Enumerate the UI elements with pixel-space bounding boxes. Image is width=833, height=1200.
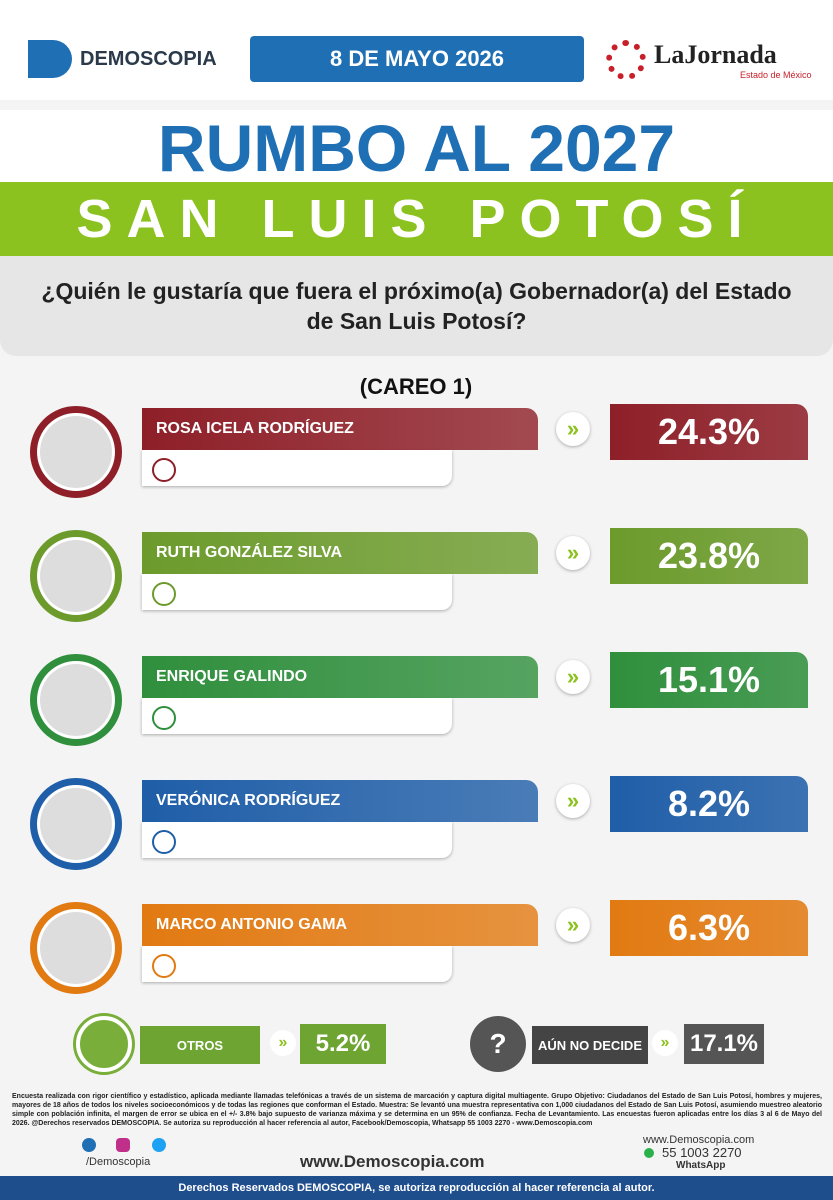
chevron: » xyxy=(270,1030,296,1056)
name-bar: RUTH GONZÁLEZ SILVA xyxy=(142,532,538,574)
chevron: » xyxy=(652,1030,678,1056)
whatsapp-icon xyxy=(644,1148,654,1158)
party-logo xyxy=(152,582,176,606)
question: ¿Quién le gustaría que fuera el próximo(… xyxy=(0,256,833,356)
value-box: 8.2% xyxy=(610,776,808,832)
party-bar xyxy=(142,698,452,734)
party-bar xyxy=(142,822,452,858)
others-icon xyxy=(76,1016,132,1072)
chevron: » xyxy=(556,660,590,694)
party-bar xyxy=(142,946,452,982)
social: /Demoscopia xyxy=(86,1156,151,1168)
brand-logo xyxy=(28,40,72,78)
others-value: 5.2% xyxy=(300,1024,386,1064)
title: RUMBO AL 2027 xyxy=(0,110,833,185)
website[interactable]: www.Demoscopia.com xyxy=(300,1152,485,1171)
candidate-photo xyxy=(30,902,122,994)
rights: Derechos Reservados DEMOSCOPIA, se autor… xyxy=(0,1176,833,1200)
candidate-photo xyxy=(30,406,122,498)
value-box: 24.3% xyxy=(610,404,808,460)
others-label: OTROS xyxy=(140,1026,260,1064)
name-bar: MARCO ANTONIO GAMA xyxy=(142,904,538,946)
contact-site[interactable]: www.Demoscopia.com xyxy=(643,1134,755,1146)
undecided-label: AÚN NO DECIDE xyxy=(532,1026,648,1064)
twitter-icon[interactable] xyxy=(152,1138,166,1152)
date: 8 DE MAYO 2026 xyxy=(250,36,584,82)
partner: LaJornada xyxy=(654,40,777,69)
phone: 55 1003 2270 xyxy=(662,1145,742,1160)
undecided-value: 17.1% xyxy=(684,1024,764,1064)
name-bar: ROSA ICELA RODRÍGUEZ xyxy=(142,408,538,450)
chevron: » xyxy=(556,536,590,570)
chevron: » xyxy=(556,908,590,942)
partner-logo xyxy=(606,40,646,80)
candidate-photo xyxy=(30,530,122,622)
undecided-icon: ? xyxy=(470,1016,526,1072)
party-logo xyxy=(152,458,176,482)
party-bar xyxy=(142,450,452,486)
facebook-icon[interactable] xyxy=(82,1138,96,1152)
subtitle: SAN LUIS POTOSÍ xyxy=(0,182,833,256)
party-bar xyxy=(142,574,452,610)
chevron: » xyxy=(556,784,590,818)
candidate-photo xyxy=(30,778,122,870)
instagram-icon[interactable] xyxy=(116,1138,130,1152)
party-logo xyxy=(152,954,176,978)
value-box: 23.8% xyxy=(610,528,808,584)
partner-sub: Estado de México xyxy=(740,70,812,80)
name-bar: VERÓNICA RODRÍGUEZ xyxy=(142,780,538,822)
party-logo xyxy=(152,830,176,854)
matchup: (CAREO 1) xyxy=(359,374,473,399)
methodology: Encuesta realizada con rigor científico … xyxy=(12,1093,822,1127)
party-logo xyxy=(152,706,176,730)
chevron: » xyxy=(556,412,590,446)
value-box: 15.1% xyxy=(610,652,808,708)
name-bar: ENRIQUE GALINDO xyxy=(142,656,538,698)
brand: DEMOSCOPIA xyxy=(80,48,217,70)
candidate-photo xyxy=(30,654,122,746)
value-box: 6.3% xyxy=(610,900,808,956)
phone-label: WhatsApp xyxy=(676,1160,726,1171)
